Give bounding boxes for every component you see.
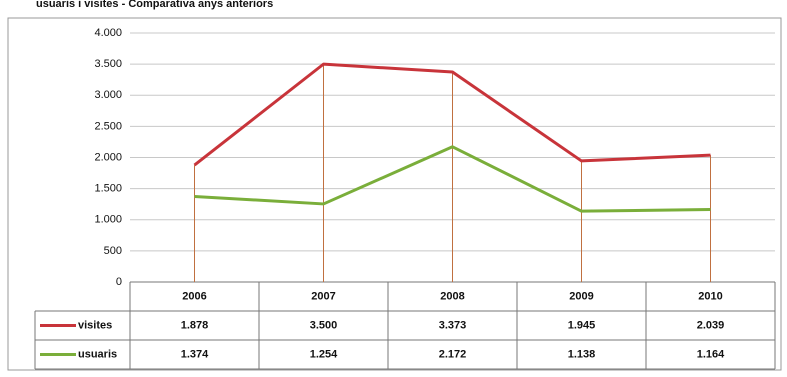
- table-value: 1.164: [697, 348, 725, 360]
- x-tick-label: 2007: [311, 290, 335, 302]
- y-tick-label: 2.500: [94, 120, 122, 132]
- table-value: 3.373: [439, 319, 467, 331]
- legend-label: usuaris: [78, 348, 117, 360]
- table-value: 2.039: [697, 319, 725, 331]
- y-tick-label: 0: [116, 276, 122, 288]
- table-value: 1.138: [568, 348, 596, 360]
- table-value: 1.254: [310, 348, 338, 360]
- table-value: 1.374: [181, 348, 209, 360]
- y-tick-label: 2.000: [94, 151, 122, 163]
- series-line: [194, 145, 711, 213]
- table-value: 2.172: [439, 348, 467, 360]
- legend-label: visites: [78, 319, 112, 331]
- chart-title: usuaris i visites - Comparativa anys ant…: [36, 0, 273, 10]
- table-value: 1.945: [568, 319, 596, 331]
- table-value: 1.878: [181, 319, 209, 331]
- x-tick-label: 2010: [698, 290, 722, 302]
- y-tick-label: 4.000: [94, 27, 122, 39]
- y-tick-label: 1.500: [94, 183, 122, 195]
- table-value: 3.500: [310, 319, 338, 331]
- series-line: [193, 62, 711, 167]
- x-tick-label: 2006: [182, 290, 206, 302]
- y-tick-label: 1.000: [94, 214, 122, 226]
- y-tick-label: 3.500: [94, 58, 122, 70]
- chart-border: [7, 17, 782, 371]
- y-tick-label: 500: [104, 245, 122, 257]
- y-tick-label: 3.000: [94, 89, 122, 101]
- x-tick-label: 2008: [440, 290, 464, 302]
- x-tick-label: 2009: [569, 290, 593, 302]
